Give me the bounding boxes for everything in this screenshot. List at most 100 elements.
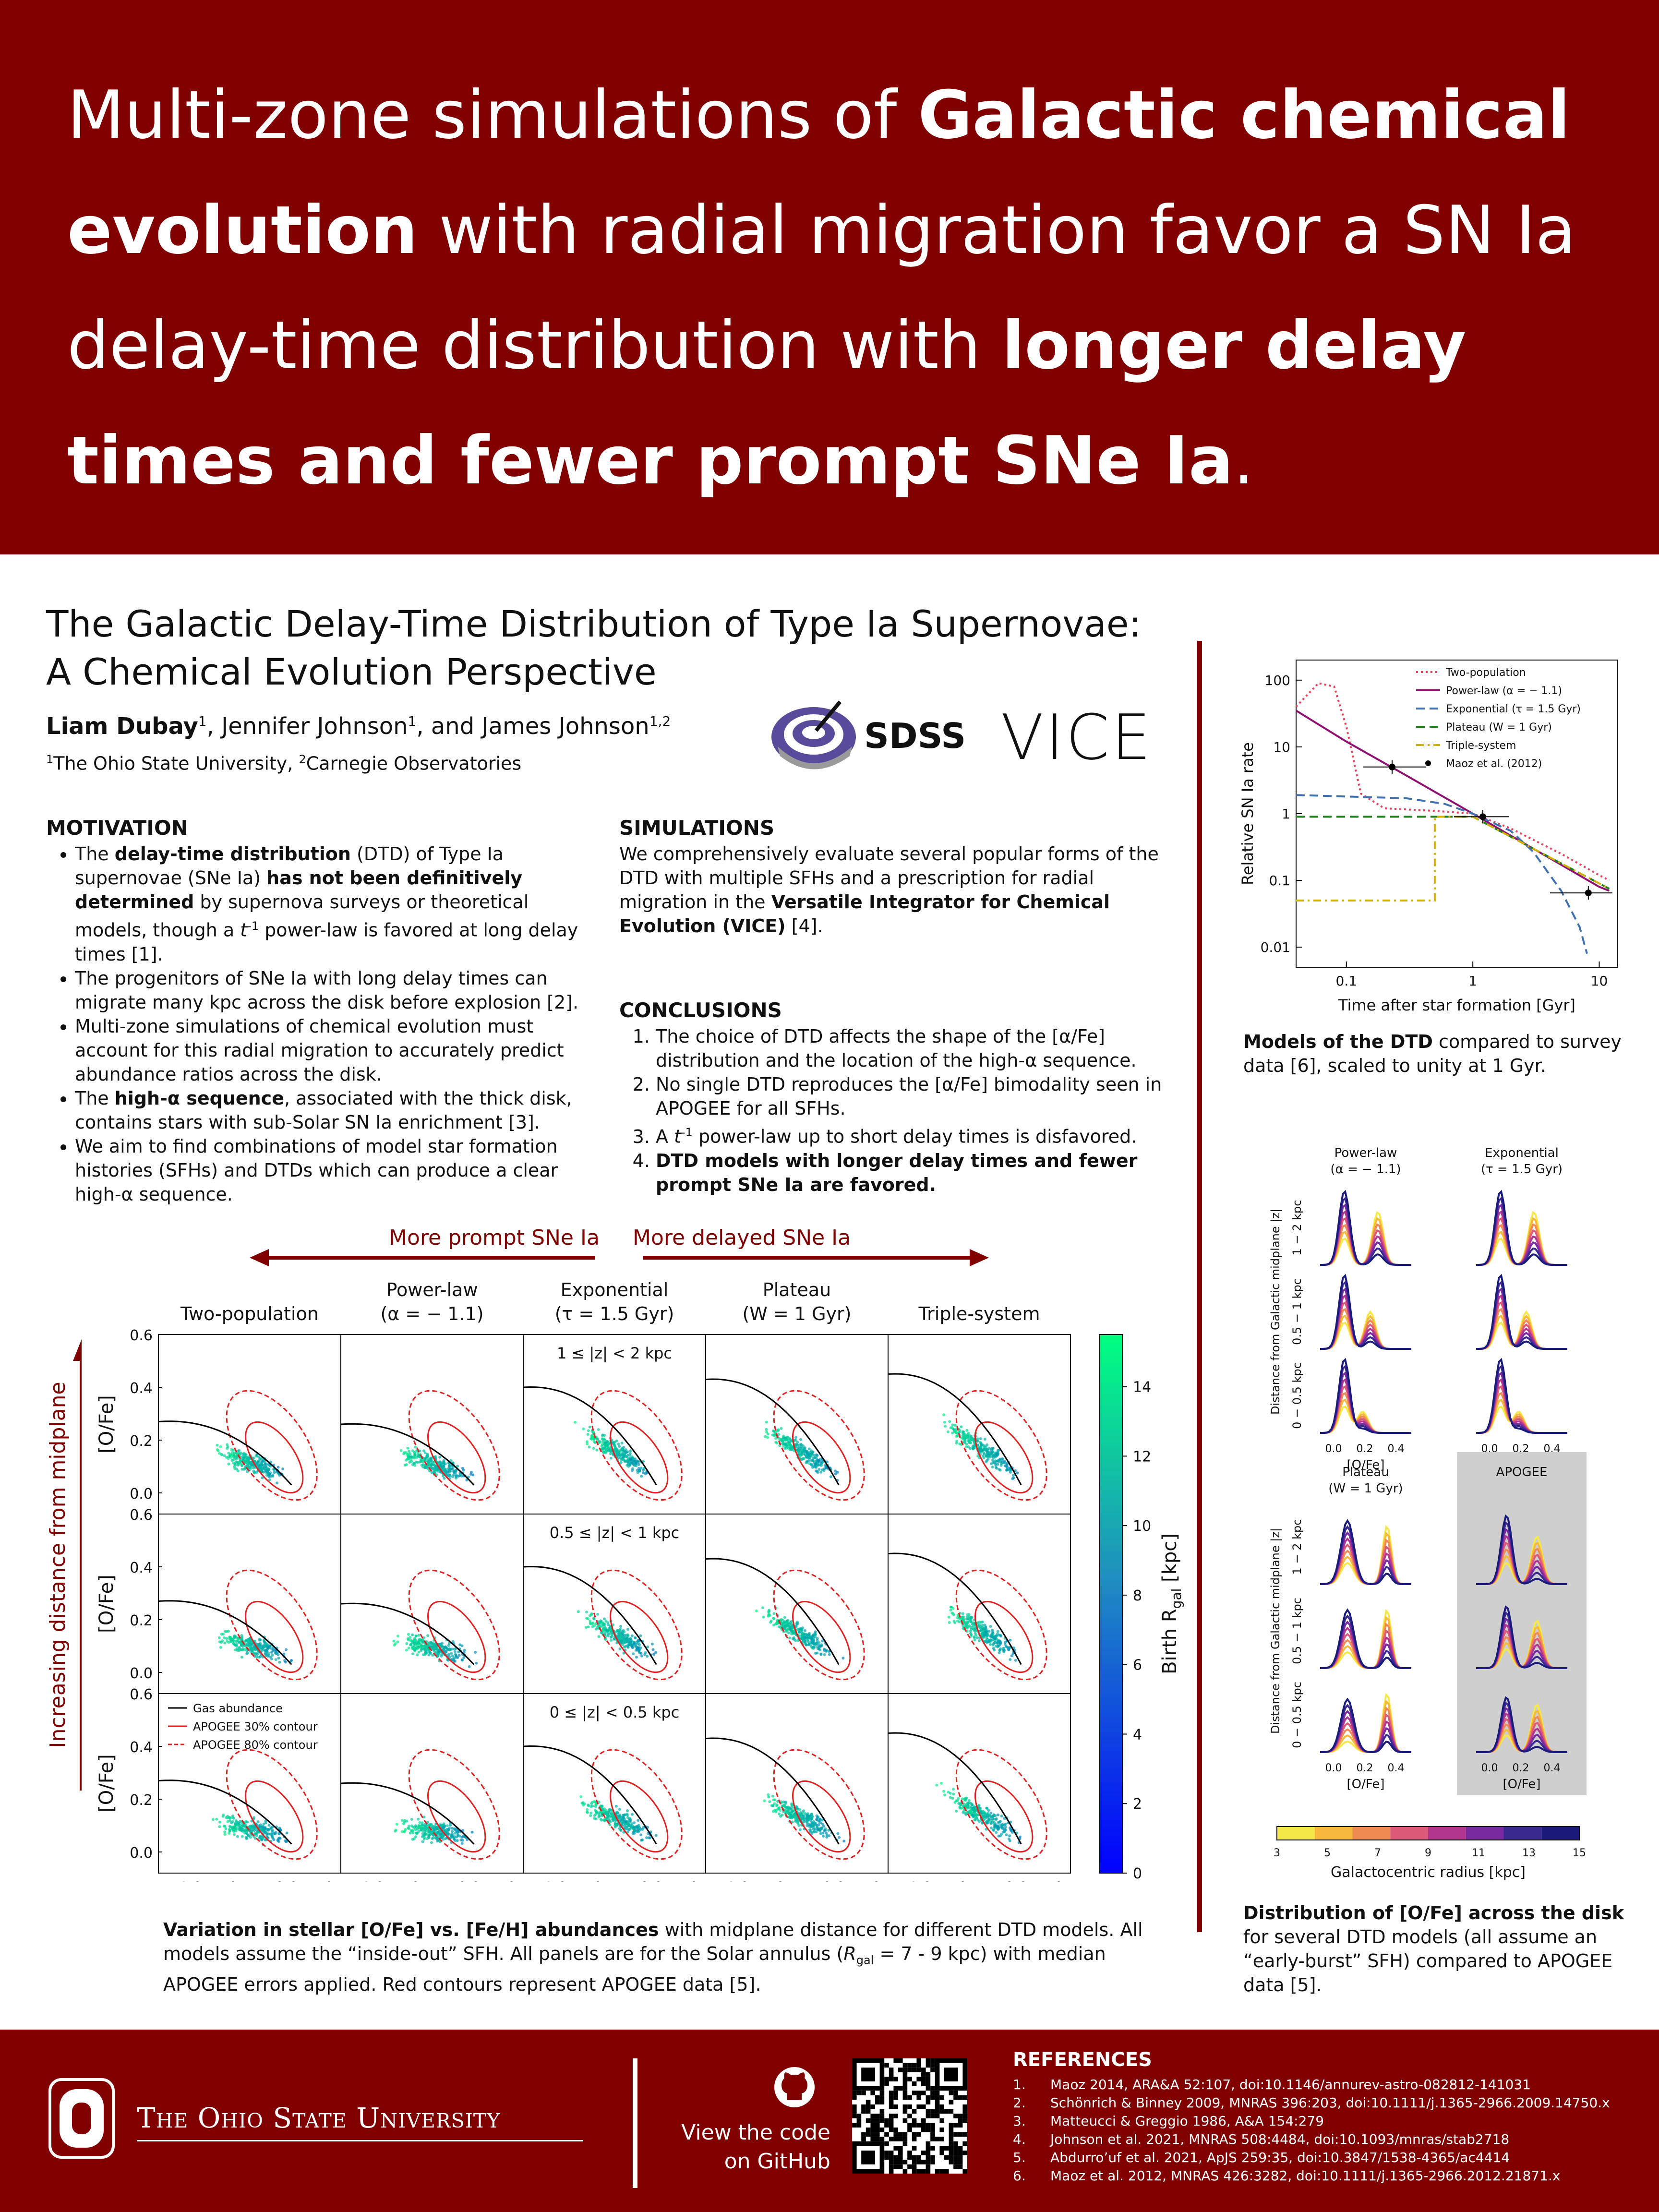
scatter-point — [411, 1829, 414, 1832]
scatter-point — [422, 1449, 425, 1453]
university-underline — [137, 2140, 583, 2141]
qr-module — [958, 2160, 963, 2164]
text: , associated with the thick disk, contai… — [75, 1087, 572, 1133]
qr-module — [921, 2068, 926, 2072]
osu-block-o-logo — [48, 2078, 115, 2159]
scatter-point — [407, 1638, 410, 1642]
paper-title: The Galactic Delay-Time Distribution of … — [46, 600, 1198, 696]
scatter-point — [242, 1456, 246, 1460]
x-tick-label: -1.0 — [721, 1879, 749, 1882]
x-tick-label: -1.0 — [356, 1879, 385, 1882]
scatter-point — [976, 1437, 979, 1441]
qr-module — [962, 2095, 967, 2100]
scatter-point — [625, 1827, 628, 1830]
scatter-point — [431, 1654, 434, 1657]
scatter-point — [991, 1643, 995, 1647]
scatter-point — [989, 1826, 993, 1829]
colorbar-tick-label: 6 — [1133, 1657, 1142, 1674]
scatter-point — [783, 1621, 786, 1624]
x-tick-label: 10 — [1591, 973, 1608, 989]
reference-item: 6. Maoz et al. 2012, MNRAS 426:3282, doi:… — [1013, 2167, 1637, 2185]
scatter-point — [995, 1818, 998, 1821]
scatter-point — [818, 1463, 821, 1467]
github-icon[interactable] — [773, 2066, 816, 2109]
scatter-point — [622, 1629, 625, 1632]
qr-module — [926, 2063, 931, 2068]
scatter-point — [264, 1821, 267, 1825]
column-title: Power-law — [386, 1279, 478, 1300]
text-bold: Versatile Integrator for Chemical Evolut… — [619, 891, 1110, 937]
scatter-point — [599, 1619, 602, 1623]
x-tick-label: 0.5 — [325, 1879, 348, 1882]
scatter-point — [600, 1631, 603, 1635]
scatter-point — [444, 1837, 447, 1840]
gas-abundance-line — [888, 1552, 1022, 1665]
scatter-point — [601, 1437, 604, 1441]
scatter-point — [1001, 1830, 1005, 1834]
scatter-point — [775, 1804, 778, 1807]
scatter-point — [613, 1441, 617, 1444]
scatter-point — [994, 1634, 998, 1637]
qr-module — [912, 2132, 917, 2137]
qr-module — [870, 2128, 875, 2132]
text: The — [75, 843, 115, 865]
scatter-point — [966, 1617, 970, 1621]
qr-module — [926, 2160, 931, 2164]
x-axis-label: [O/Fe] — [1346, 1458, 1384, 1472]
scatter-point — [631, 1832, 635, 1835]
qr-module — [893, 2091, 898, 2095]
qr-module — [889, 2114, 894, 2118]
scatter-point — [609, 1456, 613, 1460]
qr-module — [958, 2095, 963, 2100]
scatter-point — [765, 1420, 768, 1424]
qr-module — [902, 2063, 908, 2068]
column-subtitle: (W = 1 Gyr) — [1328, 1481, 1403, 1496]
scatter-point — [439, 1463, 442, 1467]
colorbar-tick-label: 7 — [1374, 1847, 1381, 1859]
qr-module — [921, 2081, 926, 2086]
scatter-point — [624, 1823, 627, 1826]
scatter-point — [639, 1652, 643, 1655]
qr-module — [870, 2123, 875, 2128]
colorbar-frame — [1276, 1826, 1580, 1840]
column-title: Exponential — [1485, 1146, 1559, 1160]
scatter-point — [783, 1804, 786, 1807]
scatter-point — [639, 1467, 643, 1470]
scatter-point — [952, 1620, 956, 1623]
scatter-point — [797, 1824, 801, 1827]
scatter-point — [817, 1641, 821, 1644]
scatter-point — [979, 1442, 983, 1445]
qr-module — [949, 2109, 954, 2114]
scatter-point — [636, 1459, 639, 1463]
scatter-point — [969, 1616, 972, 1619]
qr-module — [889, 2104, 894, 2109]
caption-bold: Distribution of [O/Fe] across the disk — [1243, 1902, 1624, 1923]
scatter-point — [418, 1825, 421, 1828]
qr-module — [870, 2114, 875, 2118]
qr-module — [866, 2104, 871, 2109]
scatter-point — [240, 1648, 243, 1651]
qr-module — [916, 2058, 921, 2063]
qr-module — [870, 2132, 875, 2137]
qr-module — [962, 2104, 967, 2109]
scatter-point — [409, 1636, 412, 1639]
scatter-point — [778, 1812, 781, 1815]
scatter-point — [788, 1813, 791, 1816]
github-link[interactable]: View the code on GitHub — [672, 2118, 830, 2176]
scatter-point — [228, 1828, 231, 1831]
references-list: 1. Maoz 2014, ARA&A 52:107, doi:10.1146/a… — [1013, 2076, 1637, 2185]
scatter-point — [451, 1827, 454, 1830]
x-tick-label: -0.5 — [770, 1879, 799, 1882]
qr-code[interactable] — [852, 2058, 967, 2174]
qr-module — [930, 2091, 935, 2095]
row-label: 1 ≤ |z| < 2 kpc — [557, 1344, 672, 1362]
scatter-point — [769, 1620, 773, 1623]
scatter-point — [419, 1459, 422, 1462]
scatter-point — [469, 1473, 473, 1476]
scatter-point — [593, 1800, 596, 1803]
scatter-point — [217, 1636, 221, 1639]
qr-module — [870, 2118, 875, 2123]
y-tick-label: 0.6 — [130, 1327, 153, 1344]
scatter-point — [985, 1636, 988, 1640]
qr-module — [944, 2169, 949, 2174]
